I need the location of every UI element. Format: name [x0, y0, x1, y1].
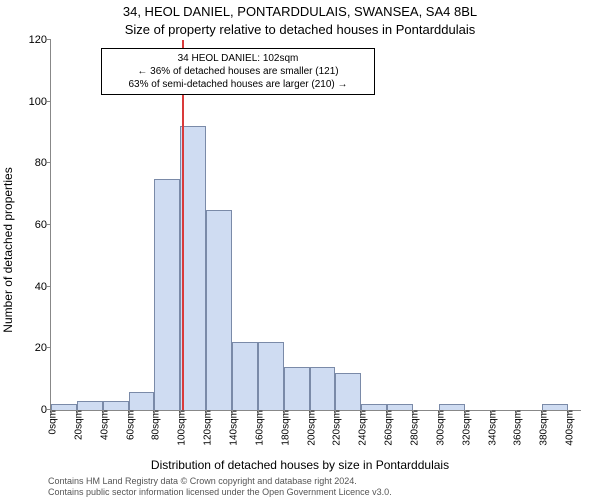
- title-line-1: 34, HEOL DANIEL, PONTARDDULAIS, SWANSEA,…: [0, 4, 600, 19]
- histogram-bar: [284, 367, 310, 410]
- y-tick-mark: [47, 224, 51, 225]
- reference-line: [182, 40, 184, 410]
- x-tick-label: 40sqm: [95, 410, 110, 440]
- y-tick-label: 60: [35, 219, 51, 231]
- y-tick-label: 120: [29, 34, 51, 46]
- y-tick-label: 20: [35, 342, 51, 354]
- x-tick-mark: [77, 410, 78, 414]
- histogram-bar: [103, 401, 129, 410]
- x-tick-label: 180sqm: [276, 410, 291, 446]
- x-tick-label: 340sqm: [483, 410, 498, 446]
- histogram-bar: [439, 404, 465, 410]
- x-tick-label: 140sqm: [224, 410, 239, 446]
- histogram-bar: [51, 404, 77, 410]
- histogram-bar: [232, 342, 258, 410]
- x-tick-mark: [361, 410, 362, 414]
- y-tick-label: 80: [35, 157, 51, 169]
- y-tick-mark: [47, 39, 51, 40]
- x-tick-mark: [129, 410, 130, 414]
- x-tick-mark: [465, 410, 466, 414]
- chart-container: 34, HEOL DANIEL, PONTARDDULAIS, SWANSEA,…: [0, 0, 600, 500]
- y-tick-mark: [47, 347, 51, 348]
- x-tick-mark: [387, 410, 388, 414]
- y-tick-mark: [47, 286, 51, 287]
- x-tick-label: 320sqm: [457, 410, 472, 446]
- histogram-bar: [206, 210, 232, 410]
- x-tick-mark: [568, 410, 569, 414]
- histogram-bar: [361, 404, 387, 410]
- x-tick-mark: [335, 410, 336, 414]
- x-tick-label: 160sqm: [250, 410, 265, 446]
- histogram-bar: [180, 126, 206, 410]
- attribution: Contains HM Land Registry data © Crown c…: [48, 476, 392, 498]
- x-tick-label: 80sqm: [147, 410, 162, 440]
- x-tick-mark: [491, 410, 492, 414]
- x-tick-mark: [206, 410, 207, 414]
- x-tick-label: 100sqm: [173, 410, 188, 446]
- histogram-bar: [335, 373, 361, 410]
- histogram-bar: [387, 404, 413, 410]
- x-tick-label: 380sqm: [535, 410, 550, 446]
- x-tick-label: 280sqm: [405, 410, 420, 446]
- x-axis-label: Distribution of detached houses by size …: [0, 458, 600, 472]
- x-tick-label: 60sqm: [121, 410, 136, 440]
- attribution-line-2: Contains public sector information licen…: [48, 487, 392, 498]
- annotation-line: 34 HEOL DANIEL: 102sqm: [108, 52, 368, 65]
- x-tick-mark: [413, 410, 414, 414]
- histogram-bar: [129, 392, 155, 411]
- x-tick-label: 20sqm: [69, 410, 84, 440]
- x-tick-label: 400sqm: [561, 410, 576, 446]
- x-tick-mark: [232, 410, 233, 414]
- y-tick-mark: [47, 162, 51, 163]
- plot-area: 0204060801001200sqm20sqm40sqm60sqm80sqm1…: [50, 40, 581, 411]
- y-tick-label: 40: [35, 281, 51, 293]
- histogram-bar: [258, 342, 284, 410]
- x-tick-mark: [439, 410, 440, 414]
- x-tick-label: 120sqm: [199, 410, 214, 446]
- x-tick-mark: [258, 410, 259, 414]
- x-tick-label: 240sqm: [354, 410, 369, 446]
- x-tick-label: 260sqm: [380, 410, 395, 446]
- title-line-2: Size of property relative to detached ho…: [0, 22, 600, 37]
- annotation-box: 34 HEOL DANIEL: 102sqm← 36% of detached …: [101, 48, 375, 95]
- x-tick-mark: [180, 410, 181, 414]
- x-tick-label: 300sqm: [431, 410, 446, 446]
- histogram-bar: [542, 404, 568, 410]
- x-tick-mark: [51, 410, 52, 414]
- x-tick-mark: [154, 410, 155, 414]
- histogram-bar: [77, 401, 103, 410]
- x-tick-label: 220sqm: [328, 410, 343, 446]
- annotation-line: 63% of semi-detached houses are larger (…: [108, 78, 368, 91]
- x-tick-mark: [542, 410, 543, 414]
- x-tick-label: 200sqm: [302, 410, 317, 446]
- y-tick-label: 100: [29, 96, 51, 108]
- x-tick-mark: [310, 410, 311, 414]
- y-axis-label: Number of detached properties: [1, 167, 15, 332]
- x-tick-mark: [103, 410, 104, 414]
- y-tick-mark: [47, 101, 51, 102]
- x-tick-mark: [516, 410, 517, 414]
- histogram-bar: [154, 179, 180, 410]
- attribution-line-1: Contains HM Land Registry data © Crown c…: [48, 476, 392, 487]
- annotation-line: ← 36% of detached houses are smaller (12…: [108, 65, 368, 78]
- x-tick-label: 360sqm: [509, 410, 524, 446]
- x-tick-mark: [284, 410, 285, 414]
- histogram-bar: [310, 367, 336, 410]
